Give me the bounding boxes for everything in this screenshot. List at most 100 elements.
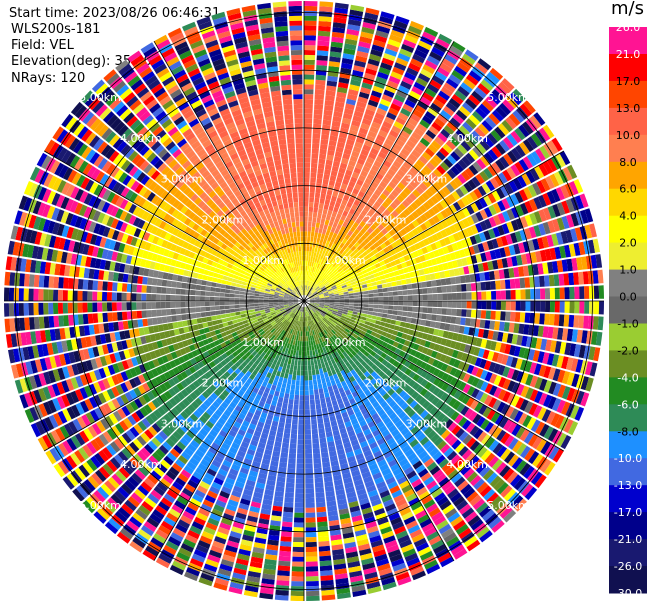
ppi-gate	[287, 403, 294, 410]
ppi-gate	[368, 293, 374, 298]
ppi-gate	[401, 333, 408, 340]
ppi-gate	[539, 423, 550, 437]
ppi-gate	[468, 94, 481, 106]
ppi-gate	[438, 33, 453, 45]
ppi-gate	[248, 348, 255, 354]
ppi-gate	[313, 207, 319, 213]
ppi-gate	[166, 512, 179, 523]
ppi-gate	[392, 160, 402, 169]
ppi-gate	[482, 349, 490, 360]
ppi-gate	[364, 389, 371, 396]
ppi-gate	[455, 129, 467, 140]
ppi-gate	[322, 341, 327, 347]
ppi-gate	[220, 464, 230, 473]
ppi-gate	[235, 558, 249, 566]
ppi-gate	[321, 287, 327, 291]
ppi-gate	[375, 208, 383, 216]
ppi-gate	[345, 33, 359, 41]
ppi-gate	[535, 288, 541, 300]
ppi-gate	[480, 310, 487, 319]
ppi-gate	[390, 164, 399, 173]
ppi-gate	[209, 404, 217, 413]
ppi-gate	[496, 502, 510, 516]
ppi-gate	[307, 305, 311, 311]
ppi-gate	[311, 308, 316, 313]
ppi-gate	[490, 280, 496, 290]
ppi-gate	[383, 209, 391, 217]
ppi-gate	[522, 415, 532, 428]
ppi-gate	[219, 429, 228, 438]
ppi-gate	[261, 315, 268, 320]
ppi-gate	[165, 470, 177, 481]
ppi-gate	[312, 138, 320, 144]
ppi-gate	[280, 351, 285, 357]
ppi-gate	[463, 535, 478, 548]
ppi-gate	[124, 479, 136, 492]
ppi-gate	[347, 430, 356, 437]
ppi-gate	[571, 373, 580, 388]
ppi-gate	[567, 421, 579, 436]
ppi-gate	[121, 432, 132, 444]
ppi-gate	[333, 434, 342, 441]
ppi-gate	[281, 367, 286, 374]
ppi-gate	[202, 499, 214, 508]
ppi-gate	[86, 441, 97, 455]
ppi-gate	[318, 307, 323, 311]
ppi-gate	[529, 168, 540, 181]
ppi-gate	[304, 196, 309, 202]
ppi-gate	[291, 576, 304, 582]
ppi-gate	[404, 71, 417, 81]
ppi-gate	[305, 522, 316, 528]
ppi-gate	[147, 440, 158, 451]
ppi-gate	[320, 218, 326, 225]
ppi-gate	[180, 388, 189, 398]
ppi-gate	[366, 338, 373, 344]
ppi-gate	[379, 345, 386, 352]
ppi-gate	[234, 393, 242, 401]
ppi-gate	[353, 448, 363, 456]
ppi-gate	[419, 436, 430, 446]
ppi-gate	[360, 87, 371, 95]
ppi-gate	[507, 150, 518, 163]
ppi-gate	[319, 153, 327, 160]
ppi-gate	[350, 260, 357, 266]
ppi-gate	[494, 342, 502, 352]
ppi-gate	[309, 315, 313, 321]
ppi-gate	[304, 290, 307, 296]
ppi-gate	[258, 343, 264, 350]
ppi-gate	[279, 340, 284, 346]
ppi-gate	[363, 567, 377, 575]
ppi-gate	[304, 15, 317, 21]
ppi-gate	[302, 341, 304, 347]
ppi-gate	[461, 309, 467, 317]
ppi-gate	[460, 483, 472, 495]
ppi-gate	[428, 535, 442, 546]
ppi-gate	[353, 65, 365, 73]
ppi-gate	[416, 432, 426, 442]
ppi-gate	[505, 311, 511, 322]
ppi-gate	[304, 50, 316, 56]
ppi-gate	[111, 374, 120, 386]
ppi-gate	[336, 418, 344, 425]
ppi-gate	[243, 322, 250, 328]
ppi-gate	[304, 162, 311, 168]
ppi-gate	[527, 433, 539, 447]
ppi-gate	[278, 315, 284, 319]
ppi-gate	[155, 376, 163, 385]
ppi-gate	[318, 327, 322, 333]
ppi-gate	[146, 370, 155, 380]
ppi-gate	[344, 301, 350, 303]
ppi-gate	[421, 522, 435, 533]
ppi-gate	[291, 324, 295, 330]
ppi-gate	[264, 403, 271, 410]
ppi-gate	[383, 404, 391, 413]
ppi-gate	[309, 246, 313, 252]
ppi-gate	[182, 398, 191, 407]
ppi-gate	[225, 386, 233, 394]
ppi-gate	[357, 370, 364, 377]
ppi-gate	[394, 185, 403, 194]
ppi-gate	[50, 430, 62, 444]
ppi-gate	[244, 415, 252, 423]
ppi-gate	[96, 507, 110, 521]
ppi-gate	[165, 437, 176, 448]
